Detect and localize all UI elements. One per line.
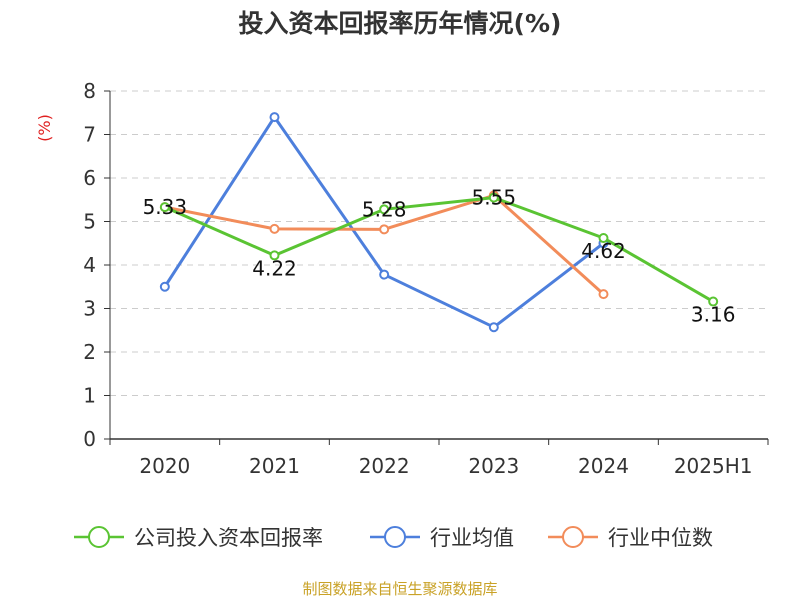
y-axis-unit-label: (%) (35, 114, 54, 142)
legend-label: 公司投入资本回报率 (134, 526, 323, 550)
y-tick-label: 1 (83, 384, 96, 408)
series-line (164, 196, 714, 303)
legend-marker (88, 526, 110, 548)
data-label: 3.16 (691, 303, 736, 327)
data-label: 5.33 (143, 195, 188, 219)
data-label: 5.28 (362, 197, 407, 221)
data-point (598, 233, 609, 244)
y-tick-label: 8 (83, 79, 96, 103)
data-point (379, 204, 390, 215)
y-tick-label: 7 (83, 123, 96, 147)
data-label: 4.62 (581, 239, 626, 263)
y-tick-label: 5 (83, 210, 96, 234)
y-tick-label: 6 (83, 166, 96, 190)
y-tick-label: 0 (83, 427, 96, 451)
legend-marker (384, 526, 406, 548)
x-tick-label: 2025H1 (674, 454, 753, 478)
x-tick-label: 2021 (249, 454, 300, 478)
data-point (269, 112, 280, 123)
series-line (163, 115, 605, 329)
x-tick-label: 2020 (139, 454, 190, 478)
data-point (379, 269, 390, 280)
data-label: 4.22 (252, 256, 297, 280)
legend-label: 行业均值 (430, 526, 514, 550)
data-point (159, 281, 170, 292)
y-tick-label: 4 (83, 253, 96, 277)
data-point (598, 289, 609, 300)
y-tick-label: 2 (83, 340, 96, 364)
data-point (379, 224, 390, 235)
x-tick-label: 2022 (359, 454, 410, 478)
data-point (488, 322, 499, 333)
data-label: 5.55 (472, 186, 517, 210)
data-point (269, 223, 280, 234)
data-point (708, 296, 719, 307)
legend-label: 行业中位数 (608, 526, 713, 550)
data-point (269, 250, 280, 261)
legend-marker (562, 526, 584, 548)
data-point (159, 202, 170, 213)
x-tick-label: 2024 (578, 454, 629, 478)
chart-title: 投入资本回报率历年情况(%) (238, 9, 562, 38)
x-tick-label: 2023 (468, 454, 519, 478)
y-tick-label: 3 (83, 297, 96, 321)
source-note: 制图数据来自恒生聚源数据库 (302, 580, 498, 598)
data-point (488, 192, 499, 203)
